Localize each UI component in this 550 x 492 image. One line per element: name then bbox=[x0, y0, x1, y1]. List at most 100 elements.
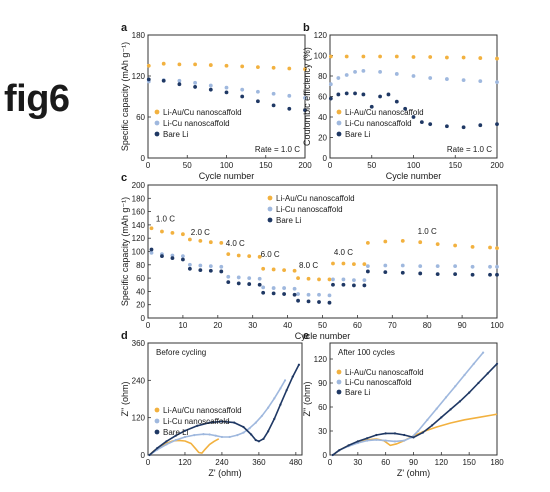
data-point bbox=[468, 391, 471, 394]
x-tick-label: 50 bbox=[183, 161, 192, 170]
series-line bbox=[149, 379, 286, 456]
data-point bbox=[219, 264, 224, 269]
data-point bbox=[236, 281, 241, 286]
data-point bbox=[187, 266, 192, 271]
data-point bbox=[261, 285, 266, 290]
data-point bbox=[344, 54, 349, 59]
panel-d: 0 120 240 360 480 0 120 240 360 Z' (ohm) Z'' (ohm)… bbox=[120, 330, 303, 478]
x-axis-label: Cycle number bbox=[386, 171, 442, 181]
panel-letter: e bbox=[303, 330, 309, 342]
data-point bbox=[242, 425, 245, 429]
data-point bbox=[181, 257, 185, 262]
x-tick-label: 0 bbox=[146, 458, 151, 467]
data-point bbox=[202, 433, 205, 436]
y-tick-label: 30 bbox=[318, 427, 327, 436]
data-point bbox=[478, 123, 483, 128]
y-tick-label: 40 bbox=[318, 113, 327, 122]
x-tick-label: 200 bbox=[490, 161, 504, 170]
data-point bbox=[403, 433, 406, 437]
y-tick-label: 100 bbox=[314, 52, 328, 61]
data-point bbox=[393, 440, 397, 443]
data-point bbox=[292, 292, 297, 297]
data-point bbox=[208, 433, 211, 436]
data-point bbox=[352, 283, 356, 288]
data-point bbox=[283, 379, 287, 382]
legend-marker bbox=[154, 407, 160, 413]
x-tick-label: 480 bbox=[289, 458, 303, 467]
data-point bbox=[344, 73, 349, 77]
data-point bbox=[495, 56, 499, 61]
legend-marker bbox=[336, 369, 342, 375]
data-point bbox=[285, 389, 288, 392]
data-point bbox=[271, 91, 276, 96]
rate-label: 2.0 C bbox=[191, 228, 210, 237]
data-point bbox=[453, 272, 458, 277]
data-point bbox=[292, 286, 297, 291]
y-tick-label: 120 bbox=[314, 31, 328, 40]
data-point bbox=[478, 56, 483, 60]
legend-label: Bare Li bbox=[345, 130, 371, 139]
data-point bbox=[394, 99, 399, 104]
data-point bbox=[362, 278, 367, 282]
data-point bbox=[248, 427, 251, 430]
data-point bbox=[411, 74, 416, 78]
data-point bbox=[440, 416, 443, 419]
data-point bbox=[361, 68, 366, 73]
data-point bbox=[478, 79, 483, 84]
data-point bbox=[327, 277, 332, 282]
data-point bbox=[353, 91, 357, 96]
data-point bbox=[250, 433, 253, 436]
data-point bbox=[261, 290, 266, 295]
x-tick-label: 200 bbox=[298, 161, 312, 170]
data-point bbox=[445, 77, 449, 81]
data-point bbox=[273, 397, 276, 400]
data-point bbox=[463, 373, 466, 377]
legend-label: Li-Cu nanoscaffold bbox=[345, 119, 412, 128]
data-point bbox=[208, 63, 213, 67]
data-point bbox=[273, 417, 276, 421]
y-tick-label: 0 bbox=[323, 451, 328, 460]
data-point bbox=[461, 125, 466, 130]
data-point bbox=[282, 292, 287, 296]
panel-title: After 100 cycles bbox=[338, 348, 395, 357]
data-point bbox=[208, 264, 213, 269]
data-point bbox=[177, 78, 182, 83]
legend-label: Bare Li bbox=[345, 388, 371, 397]
data-point bbox=[208, 421, 211, 424]
data-point bbox=[328, 96, 333, 101]
x-tick-label: 30 bbox=[353, 458, 362, 467]
x-tick-label: 50 bbox=[367, 161, 376, 170]
data-point bbox=[156, 447, 159, 450]
data-point bbox=[208, 83, 213, 88]
data-point bbox=[165, 440, 168, 443]
y-tick-label: 120 bbox=[314, 355, 328, 364]
data-point bbox=[411, 115, 416, 119]
x-tick-label: 180 bbox=[490, 458, 504, 467]
data-point bbox=[297, 363, 301, 366]
x-tick-label: 150 bbox=[462, 458, 476, 467]
data-point bbox=[149, 250, 154, 255]
rate-annotation: Rate = 1.0 C bbox=[255, 145, 300, 154]
data-point bbox=[341, 261, 346, 266]
data-point bbox=[353, 70, 357, 74]
data-point bbox=[219, 269, 224, 274]
x-tick-label: 0 bbox=[146, 161, 151, 170]
data-point bbox=[214, 434, 217, 437]
data-point bbox=[256, 89, 260, 94]
data-point bbox=[224, 63, 229, 68]
y-axis-label: Z'' (ohm) bbox=[120, 382, 130, 417]
data-point bbox=[477, 381, 480, 385]
data-point bbox=[419, 120, 424, 125]
x-tick-label: 10 bbox=[178, 321, 187, 330]
data-point bbox=[445, 55, 449, 60]
x-tick-label: 50 bbox=[318, 321, 327, 330]
x-tick-label: 240 bbox=[215, 458, 229, 467]
rate-label: 1.0 C bbox=[418, 227, 437, 236]
data-point bbox=[378, 70, 382, 74]
y-tick-label: 60 bbox=[136, 274, 145, 283]
data-point bbox=[331, 277, 335, 282]
legend-marker bbox=[267, 206, 273, 212]
y-tick-label: 180 bbox=[132, 31, 146, 40]
